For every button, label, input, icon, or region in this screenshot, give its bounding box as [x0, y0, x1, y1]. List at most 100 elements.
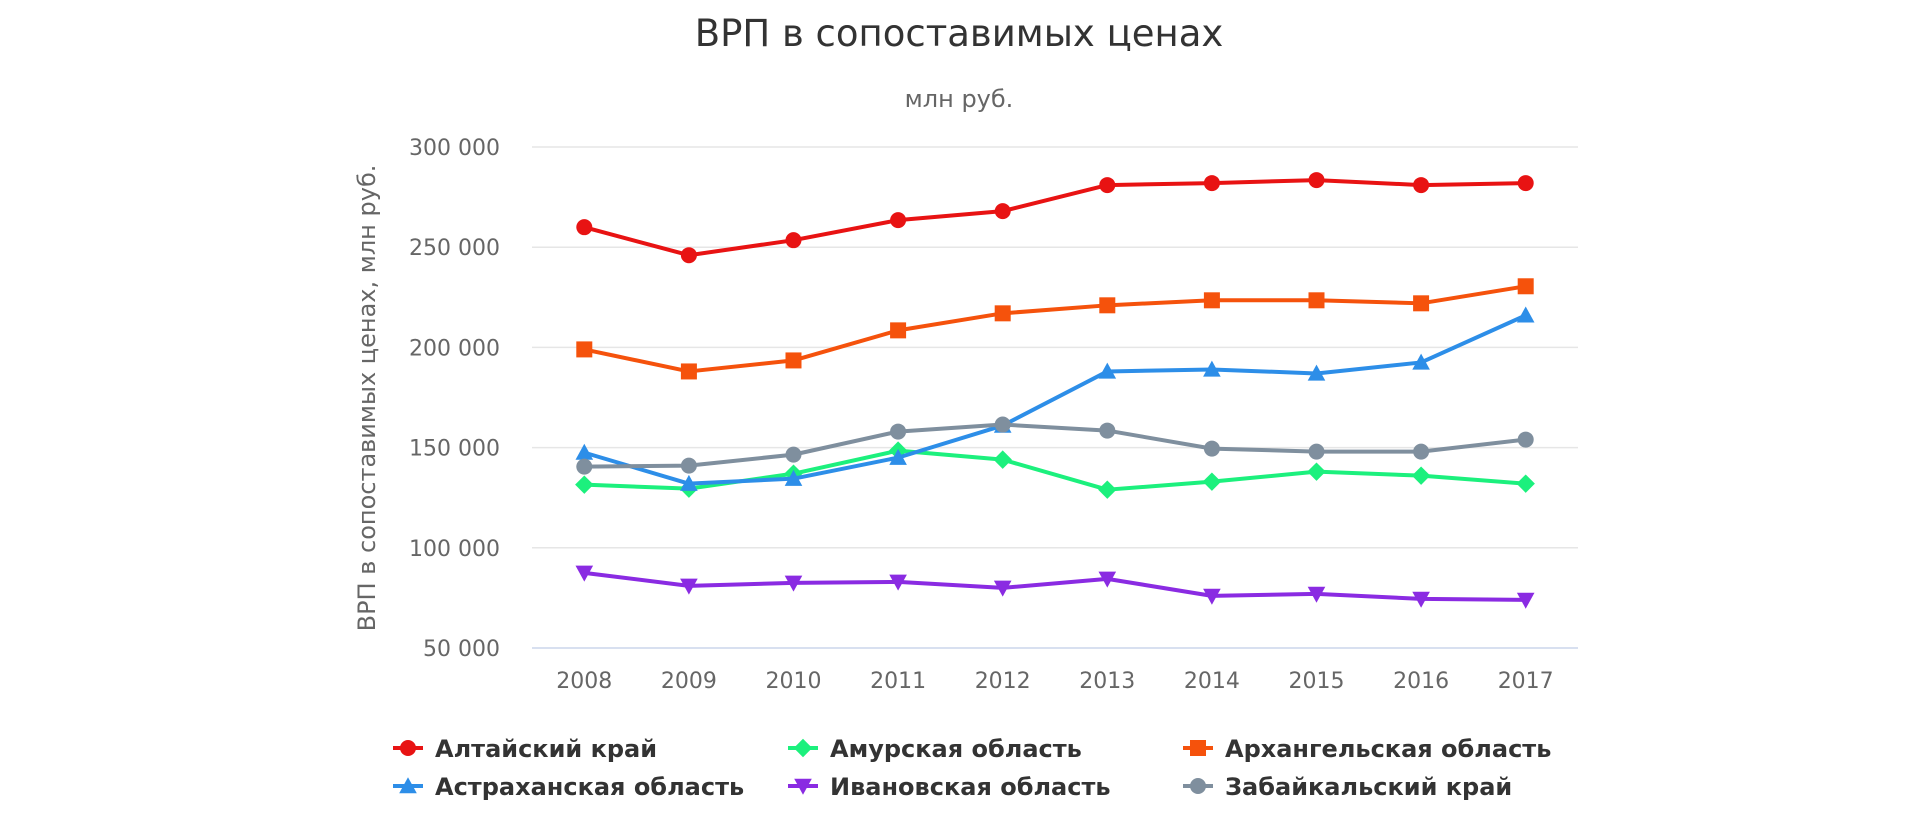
data-point[interactable] [1411, 466, 1431, 485]
y-tick-label: 50 000 [423, 637, 500, 662]
legend-item[interactable]: Алтайский край [393, 735, 657, 763]
data-point[interactable] [1517, 175, 1534, 192]
data-point[interactable] [1307, 586, 1326, 603]
data-point[interactable] [1203, 360, 1221, 377]
x-tick-label: 2014 [1184, 669, 1240, 694]
data-point[interactable] [890, 212, 907, 229]
data-point[interactable] [1516, 306, 1535, 323]
x-tick-label: 2016 [1393, 669, 1449, 694]
legend-marker [400, 740, 416, 756]
y-tick-label: 300 000 [409, 136, 500, 161]
data-point[interactable] [1308, 443, 1325, 460]
data-point[interactable] [1203, 292, 1220, 309]
data-point[interactable] [1203, 440, 1220, 457]
legend-label: Амурская область [830, 735, 1082, 763]
y-tick-label: 250 000 [409, 236, 500, 261]
data-point[interactable] [1412, 353, 1430, 370]
data-point[interactable] [680, 474, 698, 491]
y-tick-label: 100 000 [409, 537, 500, 562]
legend-item[interactable]: Амурская область [788, 735, 1082, 763]
data-point[interactable] [680, 578, 698, 595]
data-point[interactable] [890, 322, 907, 339]
data-point[interactable] [680, 363, 697, 380]
data-point[interactable] [1098, 362, 1117, 379]
chart-title: ВРП в сопоставимых ценах [695, 12, 1224, 55]
series-line [582, 313, 1528, 486]
data-point[interactable] [575, 475, 594, 494]
legend-marker [399, 777, 417, 794]
legend-label: Архангельская область [1225, 735, 1551, 763]
data-point[interactable] [1413, 295, 1430, 312]
data-point[interactable] [1516, 474, 1535, 493]
data-point[interactable] [993, 450, 1012, 469]
grid-lines [532, 146, 1578, 649]
data-point[interactable] [575, 443, 594, 460]
series-line [582, 422, 1528, 469]
data-point[interactable] [1099, 297, 1116, 314]
series-layer [575, 172, 1535, 609]
legend-label: Забайкальский край [1225, 773, 1512, 801]
data-point[interactable] [1413, 177, 1430, 194]
data-point[interactable] [1516, 592, 1535, 609]
data-point[interactable] [1098, 480, 1117, 499]
y-axis-title: ВРП в сопоставимых ценах, млн руб. [353, 165, 381, 632]
series-3 [576, 278, 1534, 380]
data-point[interactable] [1203, 588, 1221, 605]
data-point[interactable] [1307, 364, 1326, 381]
series-line [582, 284, 1528, 374]
data-point[interactable] [889, 448, 907, 465]
data-point[interactable] [784, 575, 803, 592]
data-point[interactable] [680, 247, 697, 264]
data-point[interactable] [785, 446, 802, 463]
x-tick-label: 2008 [556, 669, 612, 694]
data-point[interactable] [994, 203, 1011, 220]
data-point[interactable] [1098, 571, 1117, 588]
data-point[interactable] [576, 341, 593, 358]
legend-marker [793, 738, 813, 758]
series-line [582, 570, 1528, 602]
x-tick-label: 2010 [766, 669, 822, 694]
data-point[interactable] [1203, 175, 1220, 192]
data-point[interactable] [576, 219, 593, 236]
data-point[interactable] [1308, 172, 1325, 189]
data-point[interactable] [1517, 278, 1534, 295]
data-point[interactable] [785, 352, 802, 369]
data-point[interactable] [1517, 431, 1534, 448]
data-point[interactable] [1307, 462, 1326, 481]
data-point[interactable] [1099, 177, 1116, 194]
legend-label: Астраханская область [435, 773, 744, 801]
data-point[interactable] [575, 565, 594, 582]
data-point[interactable] [680, 457, 697, 474]
data-point[interactable] [1413, 443, 1430, 460]
x-tick-label: 2017 [1498, 669, 1554, 694]
data-point[interactable] [1099, 422, 1116, 439]
y-tick-label: 150 000 [409, 437, 500, 462]
data-point[interactable] [994, 416, 1011, 433]
legend-marker [794, 778, 812, 795]
chart-subtitle: млн руб. [905, 85, 1014, 113]
data-point[interactable] [784, 469, 803, 486]
data-point[interactable] [993, 580, 1012, 597]
legend-item[interactable]: Архангельская область [1183, 735, 1551, 763]
data-point[interactable] [994, 305, 1011, 322]
x-tick-label: 2015 [1289, 669, 1345, 694]
legend-marker [1190, 778, 1206, 794]
data-point[interactable] [576, 458, 593, 475]
data-point[interactable] [1412, 591, 1430, 608]
x-tick-label: 2013 [1079, 669, 1135, 694]
legend-label: Алтайский край [435, 735, 657, 763]
x-axis-ticks: 2008 2009 2010 2011 2012 2013 2014 2015 2016 2017 [556, 669, 1553, 694]
legend-item[interactable]: Забайкальский край [1183, 773, 1512, 801]
data-point[interactable] [890, 423, 907, 440]
data-point[interactable] [889, 574, 907, 591]
series-4 [575, 306, 1535, 491]
legend-item[interactable]: Ивановская область [788, 773, 1111, 801]
data-point[interactable] [1202, 472, 1222, 491]
y-axis-ticks: 50 000 100 000 150 000 200 000 250 000 300 00… [409, 136, 500, 662]
legend-item[interactable]: Астраханская область [393, 773, 744, 801]
data-point[interactable] [785, 232, 802, 249]
legend-marker [1190, 740, 1206, 756]
data-point[interactable] [1308, 292, 1325, 309]
series-1 [576, 172, 1534, 264]
